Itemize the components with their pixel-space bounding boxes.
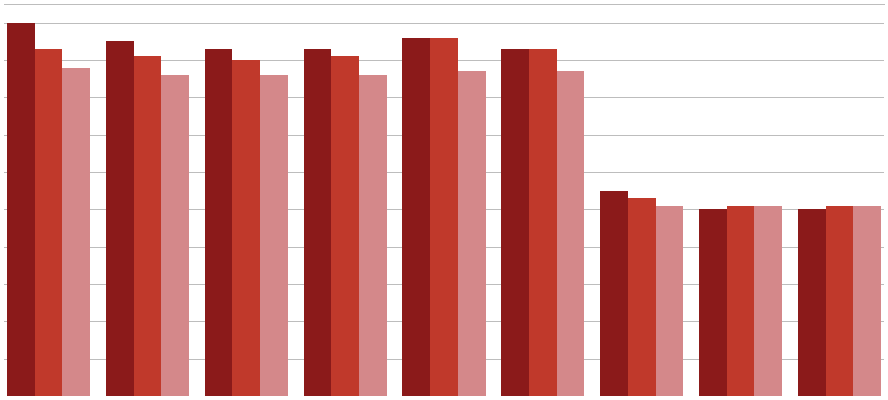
- Bar: [134, 56, 162, 396]
- Bar: [430, 38, 458, 396]
- Bar: [359, 75, 386, 396]
- Bar: [600, 191, 628, 396]
- Bar: [304, 49, 331, 396]
- Bar: [162, 75, 189, 396]
- Bar: [233, 60, 260, 396]
- Bar: [35, 49, 62, 396]
- Bar: [529, 49, 557, 396]
- Bar: [726, 206, 754, 396]
- Bar: [826, 206, 853, 396]
- Bar: [853, 206, 881, 396]
- Bar: [502, 49, 529, 396]
- Bar: [557, 71, 584, 396]
- Bar: [458, 71, 486, 396]
- Bar: [260, 75, 288, 396]
- Bar: [402, 38, 430, 396]
- Bar: [655, 206, 683, 396]
- Bar: [699, 209, 726, 396]
- Bar: [205, 49, 233, 396]
- Bar: [62, 68, 91, 396]
- Bar: [7, 23, 35, 396]
- Bar: [628, 198, 655, 396]
- Bar: [106, 42, 134, 396]
- Bar: [331, 56, 359, 396]
- Bar: [797, 209, 826, 396]
- Bar: [754, 206, 782, 396]
